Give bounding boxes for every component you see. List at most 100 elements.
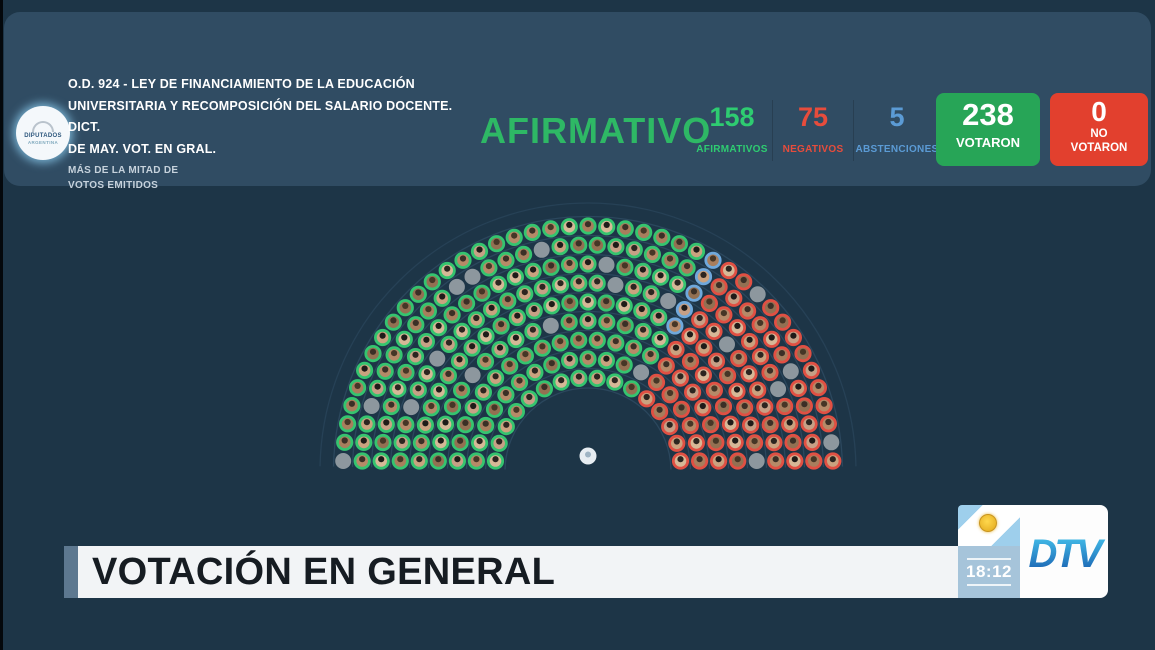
- seat: [784, 328, 803, 347]
- seat: [524, 322, 542, 341]
- seat: [588, 369, 606, 387]
- seat: [358, 415, 376, 433]
- seat: [561, 294, 579, 312]
- seat: [802, 361, 821, 379]
- seat: [418, 365, 436, 383]
- seat: [741, 416, 760, 434]
- seat: [393, 434, 411, 452]
- seat: [726, 433, 744, 451]
- seat: [488, 235, 506, 253]
- seat: [740, 365, 758, 383]
- seat: [681, 352, 700, 371]
- seat: [624, 339, 643, 357]
- seat: [364, 345, 382, 363]
- seat: [382, 397, 400, 416]
- seat: [704, 251, 722, 269]
- seat: [412, 434, 430, 452]
- seat: [681, 327, 699, 345]
- seat: [389, 380, 407, 398]
- seat: [606, 373, 624, 391]
- svg-text:DTV: DTV: [1029, 532, 1106, 576]
- walkway-arc: [389, 272, 787, 468]
- seat: [638, 390, 656, 408]
- majority-rule-note: MÁS DE LA MITAD DE VOTOS EMITIDOS: [68, 165, 179, 191]
- seat: [694, 399, 712, 417]
- seat: [650, 403, 669, 421]
- seat: [448, 452, 466, 470]
- seat: [729, 452, 747, 470]
- seat: [516, 347, 535, 365]
- seat: [786, 452, 804, 470]
- seat: [701, 416, 720, 434]
- seat: [588, 274, 606, 292]
- seat: [598, 256, 615, 273]
- seat: [474, 383, 492, 401]
- seat: [643, 245, 662, 263]
- seat: [781, 415, 799, 433]
- seat: [395, 330, 413, 348]
- seat: [661, 251, 679, 269]
- seat: [335, 453, 352, 469]
- seat: [490, 434, 508, 452]
- network-logo-box: DTV: [1020, 505, 1108, 598]
- seat: [433, 289, 451, 307]
- seat: [598, 313, 616, 331]
- seat: [715, 306, 733, 324]
- seat: [497, 251, 515, 269]
- seat: [499, 292, 517, 310]
- seat: [751, 348, 770, 366]
- seat: [770, 381, 787, 398]
- seat: [773, 346, 791, 364]
- diputados-logo: DIPUTADOS ARGENTINA: [16, 106, 70, 160]
- walkway-arc: [332, 215, 844, 467]
- seat: [353, 452, 371, 470]
- seat: [440, 335, 458, 353]
- seat: [487, 369, 505, 387]
- seat: [552, 373, 570, 391]
- seat: [526, 363, 544, 381]
- seat: [751, 316, 769, 334]
- seat: [355, 433, 373, 451]
- seat: [735, 273, 753, 291]
- seat: [439, 367, 457, 385]
- seat: [464, 268, 481, 285]
- walkway-arc: [370, 253, 806, 468]
- seat: [624, 280, 643, 298]
- seat: [661, 386, 679, 404]
- vote-result-label: AFIRMATIVO: [480, 110, 712, 151]
- seat: [761, 363, 779, 382]
- seat: [728, 382, 746, 400]
- seat: [510, 373, 529, 391]
- seat: [432, 433, 450, 451]
- seat: [570, 236, 588, 254]
- seat: [560, 218, 578, 236]
- seat: [409, 285, 427, 303]
- seat: [597, 351, 616, 370]
- seat: [542, 317, 559, 334]
- seat: [497, 418, 515, 436]
- seat: [784, 433, 802, 452]
- seat: [523, 223, 541, 241]
- seat: [678, 259, 696, 277]
- seat: [454, 251, 472, 269]
- seat: [535, 380, 554, 398]
- seat: [372, 452, 390, 470]
- seat: [616, 317, 634, 335]
- seat: [423, 273, 441, 291]
- seat: [453, 381, 471, 399]
- seat: [666, 317, 684, 335]
- seat: [376, 362, 394, 380]
- seat: [824, 452, 842, 470]
- seat: [607, 238, 625, 256]
- seat: [651, 268, 670, 286]
- clock-time: 18:12: [966, 562, 1012, 581]
- seat: [765, 434, 783, 452]
- seat: [710, 278, 728, 296]
- seat: [615, 356, 633, 374]
- seat: [709, 452, 728, 470]
- seat: [660, 293, 677, 309]
- seat: [464, 367, 481, 384]
- seat: [749, 286, 766, 303]
- president-seat: [579, 447, 597, 465]
- seat: [533, 280, 552, 298]
